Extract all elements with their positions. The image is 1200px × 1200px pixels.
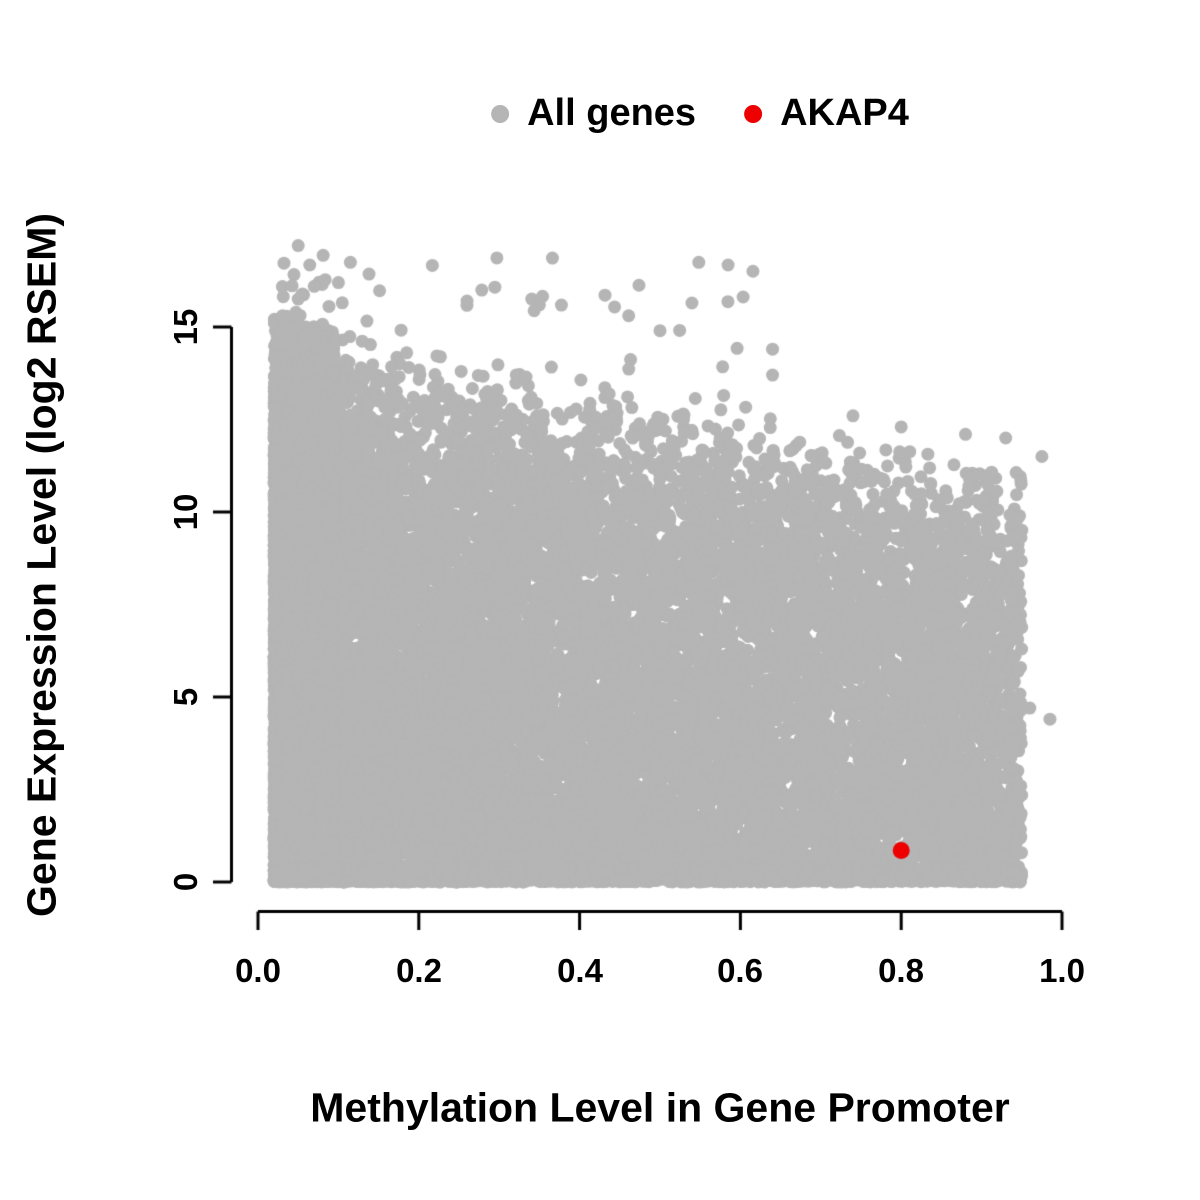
x-tick-label-5: 1.0: [1039, 952, 1085, 989]
legend-label-akap4: AKAP4: [780, 92, 909, 134]
legend-item-akap4: AKAP4: [744, 92, 909, 135]
y-tick-label-10: 10: [167, 493, 204, 531]
y-tick-label-0: 0: [167, 872, 204, 892]
y-axis-title: Gene Expression Level (log2 RSEM): [18, 212, 65, 918]
y-tick-label-15: 15: [167, 308, 204, 346]
x-tick-label-2: 0.4: [557, 952, 603, 989]
akap4-dot-icon: [744, 104, 763, 123]
x-tick-label-1: 0.2: [396, 952, 442, 989]
x-tick-label-4: 0.8: [878, 952, 924, 989]
legend-label-all-genes: All genes: [527, 92, 697, 134]
y-tick-label-5: 5: [167, 687, 204, 707]
x-tick-label-0: 0.0: [235, 952, 281, 989]
x-tick-label-3: 0.6: [717, 952, 763, 989]
legend: All genes AKAP4: [491, 92, 909, 135]
x-axis-title: Methylation Level in Gene Promoter: [310, 1084, 1010, 1131]
legend-item-all-genes: All genes: [491, 92, 696, 135]
all-genes-dot-icon: [491, 104, 510, 123]
